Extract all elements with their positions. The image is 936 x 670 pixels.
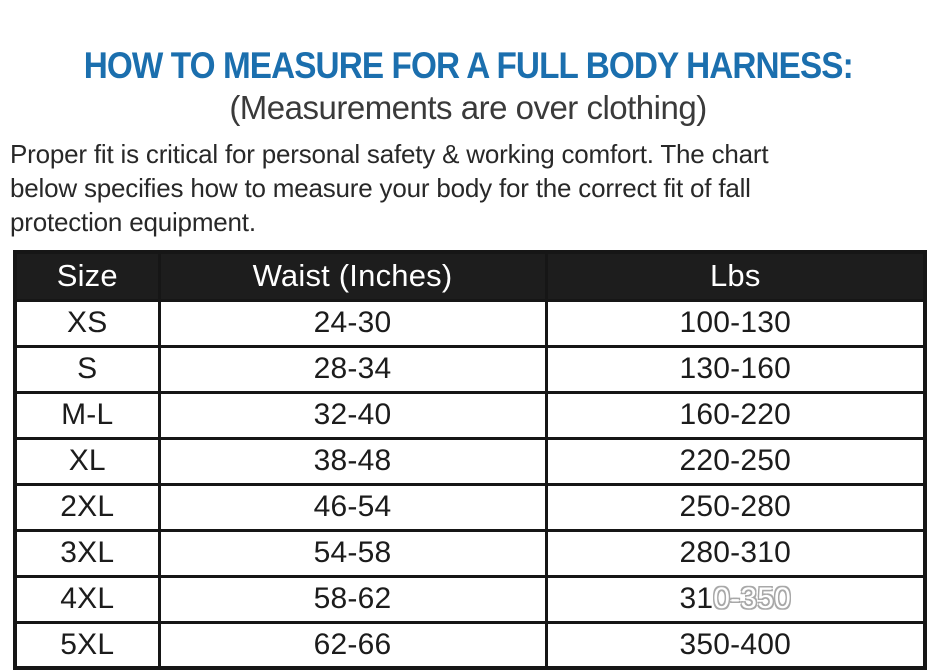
waist-cell: 38-48	[157, 436, 548, 486]
lbs-cell: 310-350	[544, 574, 927, 624]
waist-cell: 54-58	[157, 528, 548, 578]
size-cell: M-L	[13, 390, 161, 440]
size-cell: 2XL	[13, 482, 161, 532]
intro-line-3: protection equipment.	[10, 207, 256, 237]
waist-cell: 32-40	[157, 390, 548, 440]
table-row: S 28-34 130-160	[13, 344, 927, 394]
waist-cell: 24-30	[157, 298, 548, 348]
lbs-solid-part: 31	[679, 582, 714, 615]
lbs-cell: 160-220	[544, 390, 927, 440]
lbs-cell: 130-160	[544, 344, 927, 394]
table-row: 4XL 58-62 310-350	[13, 574, 927, 624]
lbs-cell: 280-310	[544, 528, 927, 578]
page-title: HOW TO MEASURE FOR A FULL BODY HARNESS:	[0, 45, 936, 87]
intro-paragraph: Proper fit is critical for personal safe…	[10, 137, 928, 239]
table-header-row: Size Waist (Inches) Lbs	[13, 250, 927, 302]
waist-cell: 58-62	[157, 574, 548, 624]
size-cell: 5XL	[13, 620, 161, 670]
size-cell: 4XL	[13, 574, 161, 624]
waist-cell: 46-54	[157, 482, 548, 532]
waist-cell: 28-34	[157, 344, 548, 394]
intro-line-1: Proper fit is critical for personal safe…	[10, 139, 769, 169]
lbs-cell: 220-250	[544, 436, 927, 486]
size-chart-table: Size Waist (Inches) Lbs XS 24-30 100-130…	[13, 250, 927, 670]
table-row: 2XL 46-54 250-280	[13, 482, 927, 532]
lbs-cell: 250-280	[544, 482, 927, 532]
page-subtitle: (Measurements are over clothing)	[229, 89, 707, 126]
table-row: 5XL 62-66 350-400	[13, 620, 927, 670]
table-row: M-L 32-40 160-220	[13, 390, 927, 440]
lbs-cell: 350-400	[544, 620, 927, 670]
column-header-lbs: Lbs	[544, 250, 927, 302]
intro-line-2: below specifies how to measure your body…	[10, 173, 751, 203]
lbs-outline-part: 0-350	[713, 582, 791, 615]
size-cell: XS	[13, 298, 161, 348]
size-cell: XL	[13, 436, 161, 486]
column-header-waist: Waist (Inches)	[157, 250, 548, 302]
table-row: XS 24-30 100-130	[13, 298, 927, 348]
page-title-text: HOW TO MEASURE FOR A FULL BODY HARNESS:	[83, 45, 853, 86]
table-row: 3XL 54-58 280-310	[13, 528, 927, 578]
column-header-size: Size	[13, 250, 161, 302]
lbs-cell: 100-130	[544, 298, 927, 348]
table-row: XL 38-48 220-250	[13, 436, 927, 486]
size-cell: 3XL	[13, 528, 161, 578]
size-cell: S	[13, 344, 161, 394]
size-guide-document: HOW TO MEASURE FOR A FULL BODY HARNESS: …	[0, 45, 936, 670]
waist-cell: 62-66	[157, 620, 548, 670]
